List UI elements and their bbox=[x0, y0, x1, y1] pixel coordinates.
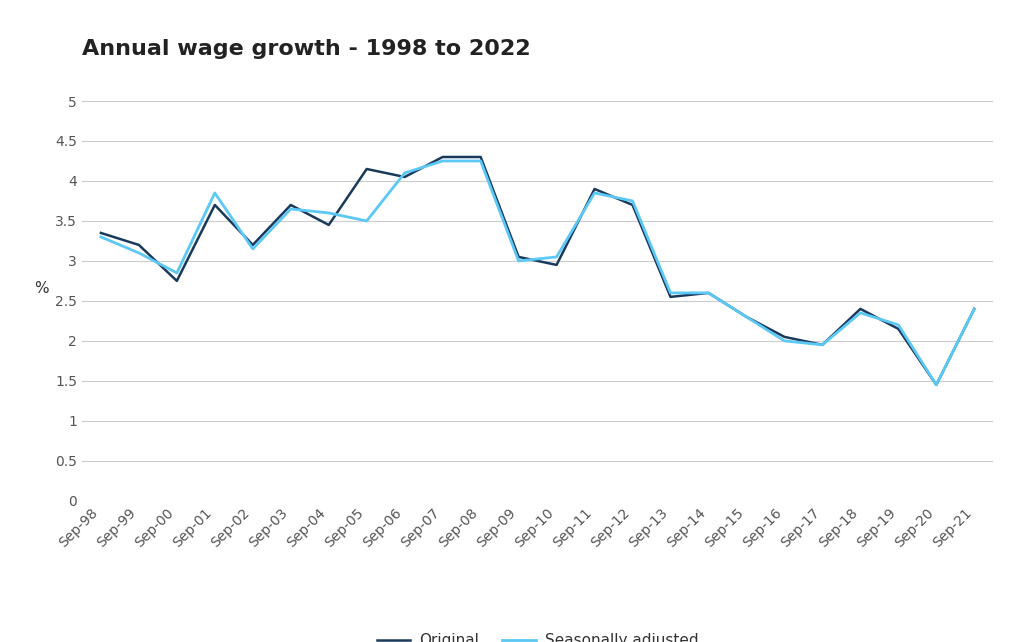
Seasonally adjusted bbox=[589, 189, 601, 197]
Y-axis label: %: % bbox=[34, 281, 48, 297]
Seasonally adjusted bbox=[436, 157, 449, 165]
Original bbox=[930, 381, 942, 388]
Seasonally adjusted bbox=[95, 233, 108, 241]
Original bbox=[854, 305, 866, 313]
Seasonally adjusted bbox=[627, 197, 639, 205]
Seasonally adjusted bbox=[171, 269, 183, 277]
Original bbox=[512, 253, 524, 261]
Line: Seasonally adjusted: Seasonally adjusted bbox=[101, 161, 974, 385]
Legend: Original, Seasonally adjusted: Original, Seasonally adjusted bbox=[371, 627, 705, 642]
Text: Annual wage growth - 1998 to 2022: Annual wage growth - 1998 to 2022 bbox=[82, 39, 530, 58]
Original bbox=[627, 201, 639, 209]
Original bbox=[816, 341, 828, 349]
Original bbox=[285, 201, 297, 209]
Original bbox=[702, 289, 715, 297]
Original bbox=[323, 221, 335, 229]
Original bbox=[551, 261, 563, 269]
Original bbox=[171, 277, 183, 285]
Seasonally adjusted bbox=[778, 337, 791, 345]
Seasonally adjusted bbox=[702, 289, 715, 297]
Seasonally adjusted bbox=[551, 253, 563, 261]
Seasonally adjusted bbox=[512, 257, 524, 265]
Original bbox=[665, 293, 677, 300]
Original bbox=[589, 185, 601, 193]
Original bbox=[968, 305, 980, 313]
Seasonally adjusted bbox=[740, 313, 753, 321]
Original bbox=[133, 241, 145, 249]
Seasonally adjusted bbox=[209, 189, 221, 197]
Seasonally adjusted bbox=[665, 289, 677, 297]
Seasonally adjusted bbox=[968, 305, 980, 313]
Original bbox=[209, 201, 221, 209]
Original bbox=[398, 173, 411, 181]
Seasonally adjusted bbox=[285, 205, 297, 213]
Seasonally adjusted bbox=[247, 245, 259, 253]
Original bbox=[740, 313, 753, 321]
Seasonally adjusted bbox=[398, 169, 411, 177]
Original bbox=[247, 241, 259, 249]
Seasonally adjusted bbox=[892, 321, 904, 329]
Original bbox=[474, 153, 486, 161]
Seasonally adjusted bbox=[930, 381, 942, 388]
Seasonally adjusted bbox=[360, 217, 373, 225]
Line: Original: Original bbox=[101, 157, 974, 385]
Original bbox=[360, 165, 373, 173]
Original bbox=[95, 229, 108, 237]
Seasonally adjusted bbox=[854, 309, 866, 317]
Seasonally adjusted bbox=[323, 209, 335, 217]
Original bbox=[778, 333, 791, 341]
Seasonally adjusted bbox=[133, 249, 145, 257]
Seasonally adjusted bbox=[816, 341, 828, 349]
Original bbox=[436, 153, 449, 161]
Seasonally adjusted bbox=[474, 157, 486, 165]
Original bbox=[892, 325, 904, 333]
